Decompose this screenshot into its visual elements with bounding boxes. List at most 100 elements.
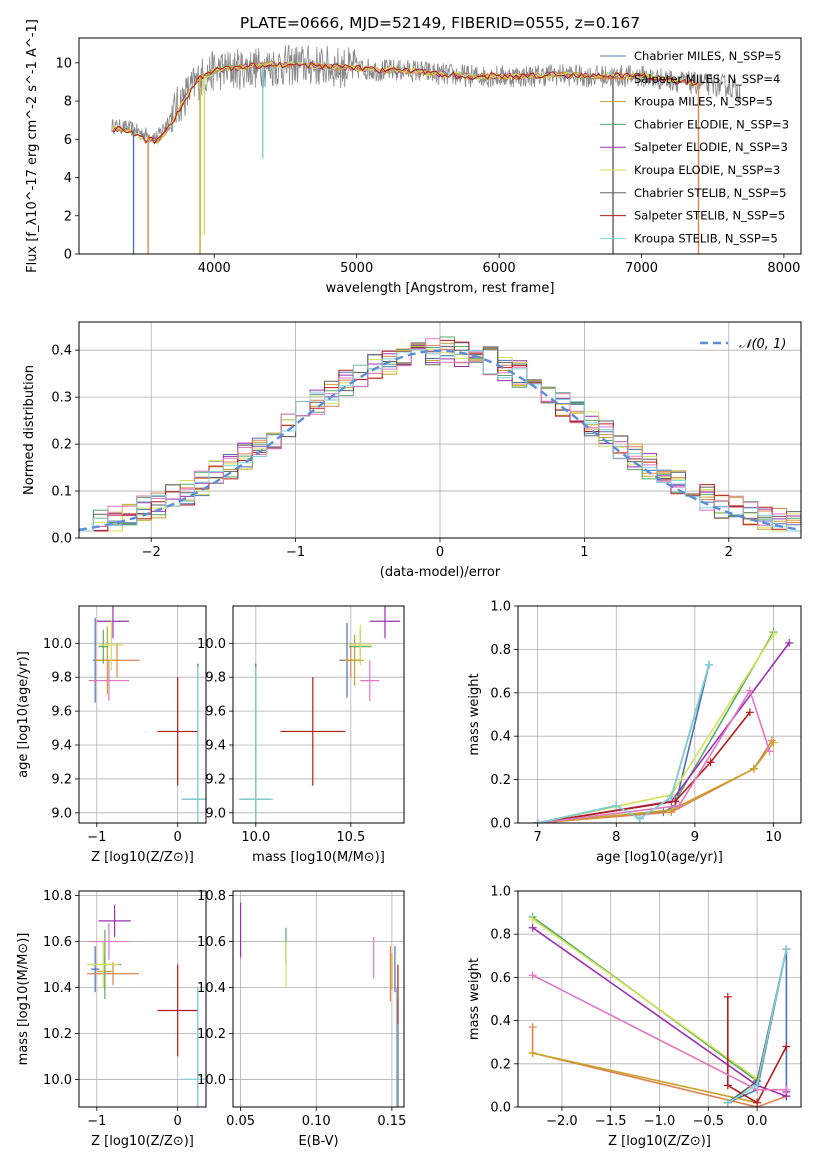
plot-area-mass-vs-ebv — [239, 902, 399, 1107]
model-spectrum-line — [111, 61, 699, 145]
data-point — [91, 946, 100, 993]
weight-marker — [769, 738, 778, 747]
y-tick-label: 9.0 — [51, 806, 72, 821]
weight-marker — [675, 801, 684, 810]
weight-marker — [528, 1023, 537, 1032]
x-tick-label: 0 — [174, 1114, 182, 1129]
legend-entry: Kroupa STELIB, N_SSP=5 — [634, 231, 778, 245]
axes-frame — [78, 605, 207, 824]
y-tick-label: 0.6 — [490, 686, 511, 701]
plot-area-residual-hist — [79, 336, 801, 532]
data-point — [157, 677, 198, 786]
legend-entry: Salpeter STELIB, N_SSP=5 — [634, 209, 785, 223]
x-tick-label: 7000 — [625, 261, 658, 276]
x-tick-label: −1.0 — [644, 1114, 676, 1129]
y-tick-label: 9.2 — [51, 772, 72, 787]
weight-line — [537, 742, 775, 823]
data-point — [88, 923, 130, 960]
legend-entry: Salpeter ELODIE, N_SSP=3 — [634, 140, 788, 154]
weight-marker — [745, 708, 754, 717]
weight-marker — [705, 660, 714, 669]
weight-marker — [635, 814, 644, 823]
axes-frame — [78, 37, 802, 255]
data-point — [87, 962, 139, 986]
weight-marker — [753, 1081, 762, 1090]
data-point — [345, 634, 365, 686]
y-axis-label: mass weight — [467, 673, 482, 755]
weight-marker — [671, 797, 680, 806]
x-axis-label: age [log10(age/yr)] — [596, 850, 723, 865]
axes-frame — [78, 321, 802, 539]
data-point — [181, 987, 206, 1107]
x-tick-label: 0.10 — [302, 1114, 331, 1129]
x-tick-label: −0.5 — [693, 1114, 725, 1129]
weight-line — [532, 1052, 758, 1104]
y-tick-label: 10 — [55, 56, 72, 71]
x-tick-label: 0.05 — [226, 1114, 255, 1129]
y-tick-label: 2 — [64, 209, 72, 224]
x-tick-label: 8000 — [767, 261, 800, 276]
y-tick-label: 10.6 — [197, 935, 226, 950]
x-tick-label: 5000 — [340, 261, 373, 276]
weight-marker — [723, 1081, 732, 1090]
weight-marker — [782, 945, 791, 954]
weight-marker — [765, 747, 774, 756]
x-tick-label: −1 — [87, 830, 106, 845]
y-tick-label: 9.4 — [51, 739, 72, 754]
model-spectrum-line — [111, 61, 699, 144]
x-tick-label: 0.0 — [747, 1114, 768, 1129]
weight-marker — [745, 686, 754, 695]
y-tick-label: 10.2 — [197, 1027, 226, 1042]
histogram-step-line — [79, 349, 801, 532]
weight-marker — [528, 971, 537, 980]
y-tick-label: 0.2 — [490, 1057, 511, 1072]
data-point — [369, 606, 401, 639]
y-axis-label: mass [log10(M/M⊙)] — [16, 933, 31, 1066]
weight-marker — [533, 819, 542, 823]
y-tick-label: 4 — [64, 171, 72, 186]
x-axis-label: E(B-V) — [298, 1134, 338, 1149]
weight-marker — [528, 1049, 537, 1057]
y-tick-label: 9.6 — [51, 705, 72, 720]
y-tick-label: 9.0 — [205, 806, 226, 821]
data-point — [98, 629, 109, 664]
y-axis-label: Normed distribution — [22, 365, 37, 495]
weight-marker — [612, 801, 621, 810]
x-tick-label: 10 — [765, 830, 782, 845]
legend-entry: Salpeter MILES, N_SSP=4 — [634, 72, 780, 86]
x-axis-label: mass [log10(M/M⊙)] — [252, 850, 385, 865]
y-tick-label: 0.2 — [490, 773, 511, 788]
y-tick-label: 10.4 — [43, 981, 72, 996]
y-tick-label: 9.8 — [205, 671, 226, 686]
y-tick-label: 9.6 — [205, 705, 226, 720]
y-axis-label: age [log10(age/yr)] — [16, 651, 31, 778]
data-point — [99, 619, 124, 671]
x-tick-label: 0.15 — [377, 1114, 406, 1129]
weight-line — [537, 711, 751, 823]
panel-mass-vs-ebv: 0.05 0.10 0.15 10.0 10.2 10.4 10.6 10.8 E(B-V) — [197, 889, 406, 1149]
weight-line — [537, 740, 773, 823]
x-tick-label: 10.5 — [336, 830, 365, 845]
data-point — [98, 904, 131, 937]
data-point — [87, 941, 120, 988]
weight-marker — [782, 1042, 791, 1051]
weight-line — [532, 918, 758, 1080]
weight-line — [537, 633, 775, 823]
x-tick-label: 1 — [580, 545, 588, 560]
data-point — [181, 667, 206, 823]
data-point — [95, 626, 120, 695]
weight-marker — [782, 1085, 791, 1094]
x-axis-label: Z [log10(Z/Z⊙)] — [608, 1134, 711, 1149]
y-tick-label: 0.0 — [490, 817, 511, 832]
y-tick-label: 0.4 — [490, 1014, 511, 1029]
plot-area-mass-vs-z — [87, 904, 206, 1107]
panel-age-vs-z: −1 0 9.0 9.2 9.4 9.6 9.8 10.0 Z [log10(Z/Z⊙)] age… — [16, 605, 207, 865]
plot-area-weight-vs-z — [528, 912, 791, 1107]
data-point — [238, 667, 273, 823]
panel-weight-vs-z: −2.0 −1.5 −1.0 −0.5 0.0 0.0 0.2 0.4 0.6 0.8 1.0 Z [… — [467, 885, 802, 1149]
weight-marker — [667, 792, 676, 801]
y-tick-label: 1.0 — [490, 600, 511, 615]
x-tick-label: 0 — [436, 545, 444, 560]
figure-title: PLATE=0666, MJD=52149, FIBERID=0555, z=0… — [240, 14, 640, 32]
